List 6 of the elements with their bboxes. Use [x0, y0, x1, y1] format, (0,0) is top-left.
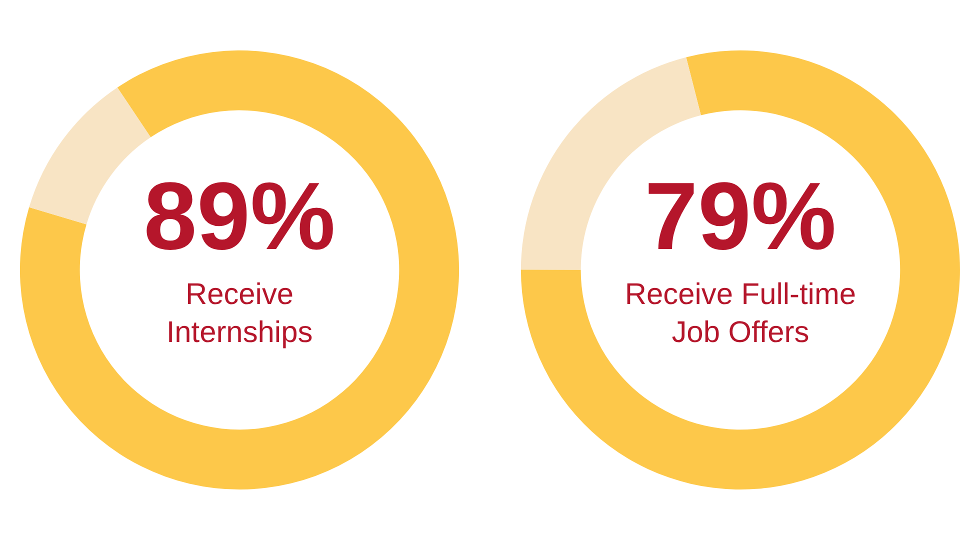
- text: Receive Full-time Job Offers: [624, 278, 856, 349]
- data-label: 89%: [144, 162, 336, 270]
- data-label: 79%: [644, 162, 836, 270]
- donut-slice: [20, 50, 460, 490]
- text: Receive Internships: [166, 278, 313, 349]
- donut-slice: [520, 50, 960, 490]
